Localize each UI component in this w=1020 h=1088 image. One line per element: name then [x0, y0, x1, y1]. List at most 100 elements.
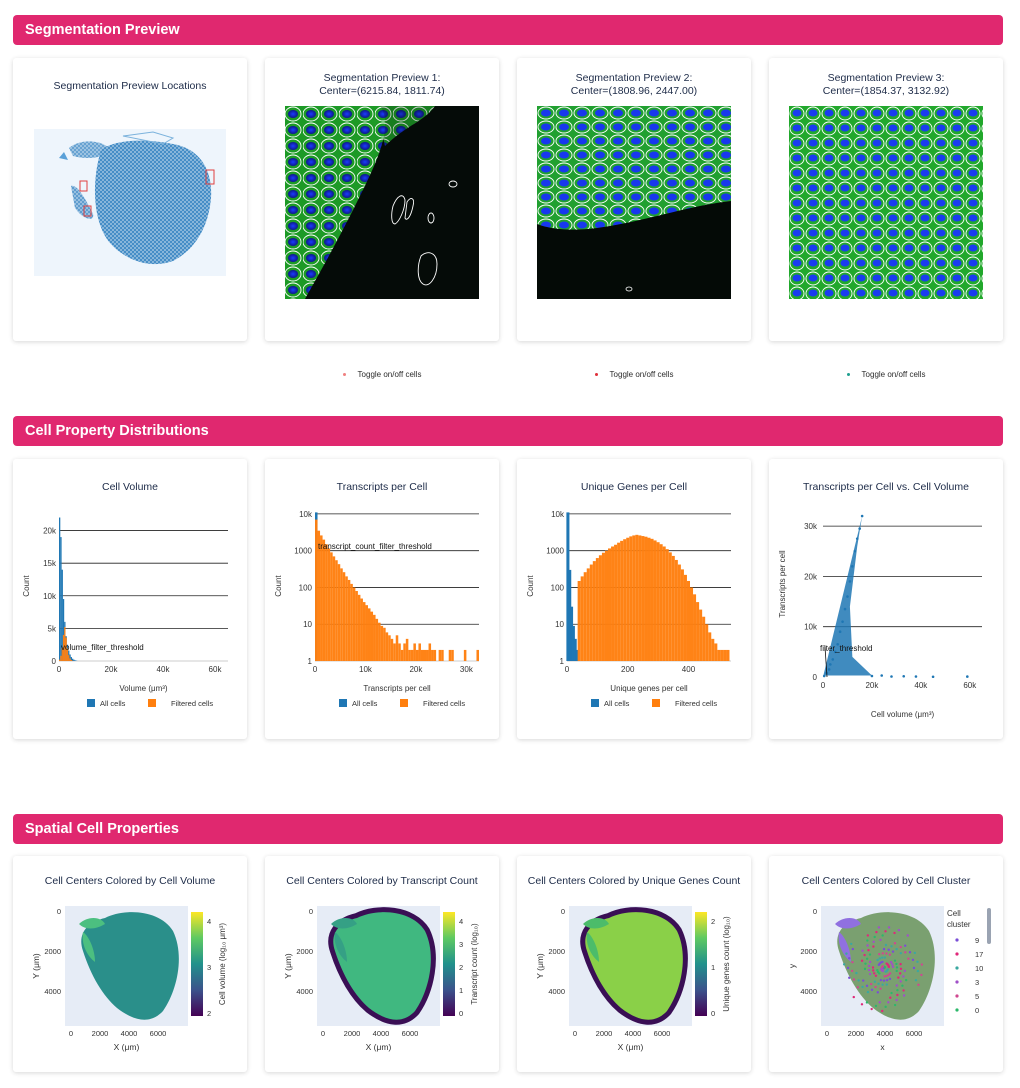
histogram-bar [64, 627, 66, 661]
cluster-point [904, 978, 908, 982]
cluster-point [867, 948, 870, 952]
cell-volume-histogram[interactable]: 0 5k 10k 15k 20k 0 20k 40k 60k volume_filter_thre… [13, 459, 247, 739]
histogram-bar [347, 579, 351, 661]
x-tick-label: 60k [209, 665, 223, 674]
spatial-cluster-plot[interactable]: 0 2000 4000 0 2000 4000 6000 x y Cell cluster 9 17 10… [769, 856, 1003, 1072]
transcripts-vs-volume-scatter[interactable]: 0 10k 20k 30k 0 20k 40k 60k filter_threshold Cell… [769, 459, 1003, 739]
tissue-fragment [586, 932, 599, 962]
y-tick-label: 4000 [548, 987, 565, 996]
cluster-point [899, 967, 903, 970]
x-tick-label: 20k [865, 681, 879, 690]
y-tick-label: 15k [43, 559, 57, 568]
spatial-genes-plot[interactable]: 0 2000 4000 0 2000 4000 6000 X (μm) Y (μm) 0 1 2 Uni… [517, 856, 751, 1072]
scatter-point [880, 674, 884, 677]
histogram-bar [380, 625, 384, 661]
cluster-point [887, 926, 891, 929]
histogram-bar [423, 649, 427, 661]
y-tick-label: 0 [561, 907, 565, 916]
histogram-bar [705, 624, 709, 661]
histogram-bar [577, 580, 581, 661]
histogram-bar [653, 540, 657, 661]
cluster-point [866, 939, 869, 942]
transcripts-histogram[interactable]: 1 10 100 1000 10k 0 10k 20k 30k transcript_count_… [265, 459, 499, 739]
histogram-bar [641, 536, 645, 661]
legend-label: 0 [975, 1006, 979, 1015]
histogram-bar [635, 534, 639, 661]
y-axis-title: Y (μm) [31, 953, 41, 979]
cluster-point [873, 972, 876, 975]
histogram-bar [73, 659, 75, 661]
y-tick-label: 10k [551, 510, 565, 519]
cluster-point [861, 949, 864, 952]
histogram-bar [62, 599, 65, 661]
histogram-bar [325, 544, 328, 661]
histogram-bar [617, 542, 621, 661]
colorbar-title: Unique genes count (log₁₀) [722, 916, 731, 1012]
cluster-point [878, 952, 881, 956]
cluster-point [911, 958, 915, 962]
histogram-bar [322, 539, 326, 661]
histogram-bar [340, 568, 343, 661]
cluster-point [860, 959, 864, 962]
cluster-point [852, 995, 855, 999]
preview-3-toggle-legend[interactable]: Toggle on/off cells [769, 370, 1003, 379]
preview-2-toggle-legend[interactable]: Toggle on/off cells [517, 370, 751, 379]
scatter-point [827, 668, 831, 671]
histogram-bar [420, 649, 424, 661]
histogram-bar [367, 608, 371, 661]
histogram-bar [668, 552, 672, 661]
cluster-point [917, 983, 920, 987]
preview-1-toggle-legend[interactable]: Toggle on/off cells [265, 370, 499, 379]
x-tick-label: 4000 [877, 1029, 894, 1038]
cluster-point [868, 960, 872, 964]
preview-2-toggle-label: Toggle on/off cells [609, 370, 674, 379]
y-tick-label: 10 [303, 620, 312, 629]
histogram-bar [441, 649, 444, 661]
cluster-point [891, 965, 895, 968]
transcripts-vs-volume-card: Transcripts per Cell vs. Cell Volume 0 10… [769, 459, 1003, 739]
y-tick-label: 0 [813, 907, 817, 916]
cluster-point [895, 966, 899, 969]
histogram-bar [352, 587, 356, 661]
cluster-point [870, 988, 874, 992]
histogram-bar [623, 539, 627, 661]
spatial-transcripts-plot[interactable]: 0 2000 4000 0 2000 4000 6000 X (μm) Y (μm) 0 1 2 3 4T… [265, 856, 499, 1072]
unique-genes-histogram[interactable]: 1 10 100 1000 10k 0 200 400 Unique genes per cel… [517, 459, 751, 739]
histogram-bar [580, 576, 584, 661]
cluster-point [883, 956, 887, 959]
preview-2-image[interactable] [537, 106, 731, 299]
histogram-bar [720, 649, 724, 661]
preview-3-image[interactable] [789, 106, 983, 299]
x-tick-label: 20k [409, 665, 423, 674]
histogram-bar [365, 605, 368, 661]
histogram-bar [604, 550, 608, 661]
preview-1-image[interactable] [285, 106, 479, 299]
histogram-bar [332, 556, 336, 661]
y-tick-label: 1000 [294, 547, 312, 556]
cluster-point [878, 957, 881, 960]
cluster-point [883, 975, 886, 978]
section-banner-segmentation: Segmentation Preview [13, 15, 1003, 45]
cluster-point [879, 978, 883, 982]
histogram-bar [632, 535, 636, 661]
chart-title: Transcripts per Cell [336, 481, 428, 493]
legend-title: Cell [947, 909, 961, 918]
scatter-point [902, 674, 906, 678]
cluster-point [889, 961, 893, 964]
tissue-overview-image[interactable] [13, 58, 247, 341]
histogram-bar [327, 548, 331, 661]
histogram-bar [647, 537, 651, 661]
y-axis-title: Y (μm) [535, 953, 545, 979]
tissue-fragment [82, 932, 95, 962]
cluster-point [885, 983, 888, 986]
histogram-bar [337, 564, 341, 661]
y-tick-label: 10k [804, 623, 818, 632]
cluster-point [862, 979, 865, 982]
cluster-point [920, 973, 923, 977]
colorbar-title: Cell volume (log₁₀ μm³) [218, 923, 227, 1006]
y-tick-label: 100 [551, 583, 565, 592]
spatial-genes-card: Cell Centers Colored by Unique Genes Cou… [517, 856, 751, 1072]
y-tick-label: 5k [48, 624, 57, 633]
histogram-bar [598, 555, 602, 661]
